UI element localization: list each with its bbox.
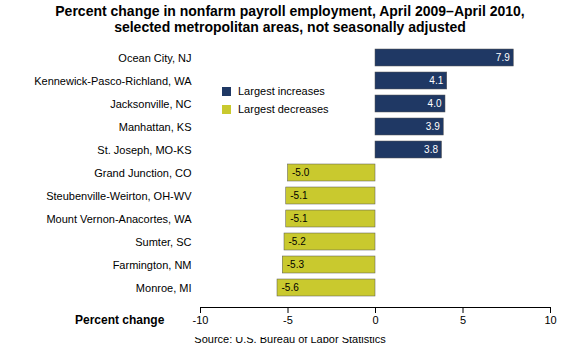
- svg-text:4.0: 4.0: [428, 98, 442, 109]
- svg-text:0: 0: [372, 314, 378, 326]
- svg-text:-5.0: -5.0: [292, 167, 310, 178]
- svg-text:5: 5: [460, 314, 466, 326]
- svg-text:-5.1: -5.1: [290, 190, 308, 201]
- svg-text:Sumter, SC: Sumter, SC: [135, 236, 191, 248]
- html-text:Percent change in nonfarm payr: Percent change in nonfarm payroll employ…: [55, 3, 525, 35]
- svg-text:4.1: 4.1: [429, 75, 443, 86]
- svg-text:-5.1: -5.1: [290, 213, 308, 224]
- svg-text:Steubenville-Weirton, OH-WV: Steubenville-Weirton, OH-WV: [46, 190, 192, 202]
- svg-text:3.9: 3.9: [426, 121, 440, 132]
- svg-text:10: 10: [544, 314, 556, 326]
- svg-text:Grand Junction, CO: Grand Junction, CO: [94, 167, 192, 179]
- svg-text:-5.3: -5.3: [287, 259, 305, 270]
- svg-text:-10: -10: [193, 314, 209, 326]
- html-text:Largest increases: Largest increases: [238, 85, 325, 97]
- svg-text:-5.6: -5.6: [282, 282, 300, 293]
- svg-text:7.9: 7.9: [496, 52, 510, 63]
- svg-text:Ocean City, NJ: Ocean City, NJ: [118, 52, 191, 64]
- html-text:Largest decreases: Largest decreases: [238, 103, 329, 115]
- svg-text:Manhattan, KS: Manhattan, KS: [119, 121, 192, 133]
- svg-text:-5.2: -5.2: [289, 236, 307, 247]
- svg-text:Monroe, MI: Monroe, MI: [136, 282, 192, 294]
- svg-text:Kennewick-Pasco-Richland, WA: Kennewick-Pasco-Richland, WA: [34, 75, 192, 87]
- svg-text:3.8: 3.8: [424, 144, 438, 155]
- html-text:Source: U.S. Bureau of Labor S: Source: U.S. Bureau of Labor Statistics: [194, 333, 386, 345]
- svg-text:St. Joseph, MO-KS: St. Joseph, MO-KS: [97, 144, 191, 156]
- svg-text:Mount Vernon-Anacortes, WA: Mount Vernon-Anacortes, WA: [46, 213, 192, 225]
- svg-text:Farmington, NM: Farmington, NM: [113, 259, 192, 271]
- svg-text:Jacksonville, NC: Jacksonville, NC: [110, 98, 191, 110]
- html-text:Percent change: Percent change: [75, 313, 165, 327]
- svg-text:-5: -5: [283, 314, 293, 326]
